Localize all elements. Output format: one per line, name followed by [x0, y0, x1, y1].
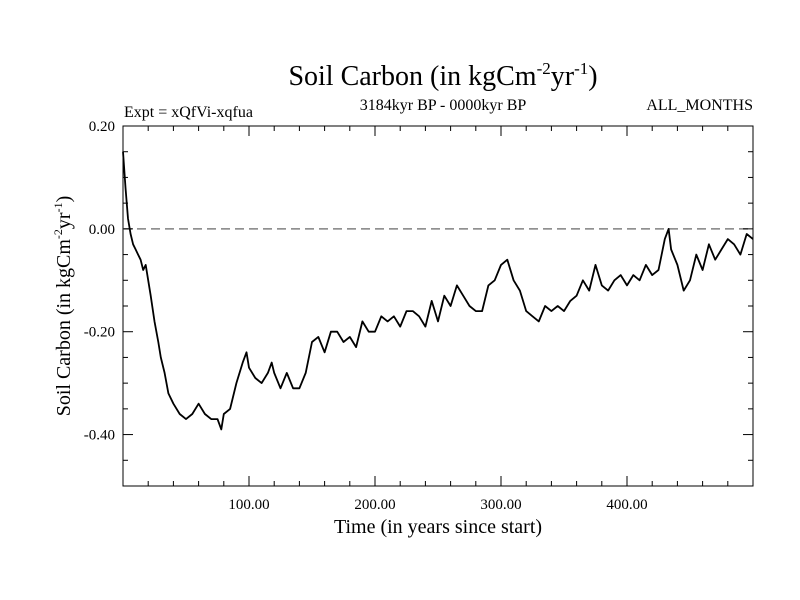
x-axis-label: Time (in years since start)	[334, 516, 542, 538]
chart-title: Soil Carbon (in kgCm-2yr-1)	[288, 59, 597, 92]
x-tick-label: 100.00	[228, 497, 269, 513]
y-tick-label: 0.00	[89, 222, 115, 238]
series-group	[122, 151, 754, 431]
y-tick-label: -0.20	[84, 325, 115, 341]
soil-carbon-series-line	[122, 151, 754, 431]
y-axis-ticks	[123, 151, 753, 461]
experiment-label: Expt = xQfVi-xqfua	[124, 104, 253, 121]
x-axis-tick-labels: 100.00 200.00 300.00 400.00	[228, 497, 647, 513]
time-range-label: 3184kyr BP - 0000kyr BP	[360, 97, 527, 114]
x-tick-label: 400.00	[606, 497, 647, 513]
x-tick-label: 300.00	[480, 497, 521, 513]
x-tick-label: 200.00	[354, 497, 395, 513]
months-label: ALL_MONTHS	[646, 97, 753, 114]
y-tick-label: -0.40	[84, 428, 115, 444]
y-axis-label: Soil Carbon (in kgCm-2yr-1)	[51, 196, 75, 417]
plot-frame	[122, 125, 754, 487]
y-axis-tick-labels: 0.20 0.00 -0.20 -0.40	[84, 119, 115, 444]
x-axis-ticks	[147, 126, 729, 486]
y-tick-label: 0.20	[89, 119, 115, 135]
